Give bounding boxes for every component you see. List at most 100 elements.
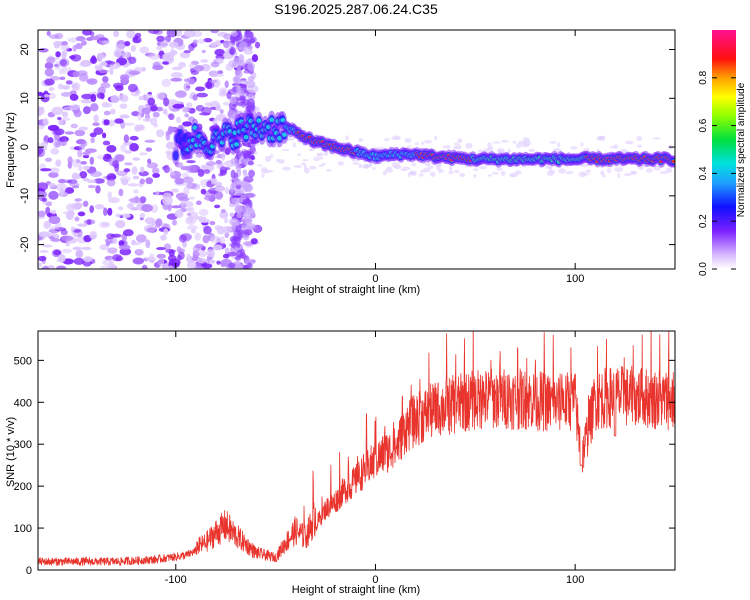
spectrogram-noise-blob (231, 236, 241, 246)
spectrogram-noise-blob (163, 164, 170, 174)
spectrogram-noise-blob (248, 169, 255, 178)
spectrogram-noise-blob (411, 162, 416, 167)
spectrogram-noise-blob (231, 197, 241, 206)
spectrogram-noise-blob (141, 204, 153, 213)
spectrogram-noise-blob (134, 248, 144, 256)
spectrogram-noise-blob (181, 106, 189, 113)
spectrogram-noise-blob (168, 258, 181, 267)
spectrogram-noise-blob (323, 151, 329, 157)
spectrogram-noise-blob (232, 180, 243, 186)
spectrogram-noise-blob (144, 139, 156, 143)
snr-chart: -100 0 100 0 100 200 300 400 500 Height of strai… (5, 330, 676, 596)
spectrogram-noise-blob (82, 154, 90, 159)
spectrogram-noise-blob (40, 168, 52, 172)
spectrogram-noise-blob (126, 202, 135, 210)
spectrogram-noise-blob (254, 41, 261, 49)
spectrogram-noise-blob (235, 204, 244, 215)
spectrogram-noise-blob (390, 137, 400, 140)
spectrogram-noise-blob (170, 77, 183, 82)
spectrogram-noise-blob (208, 259, 216, 264)
spectrogram-noise-blob (216, 260, 221, 265)
spectrogram-noise-blob (313, 156, 320, 162)
spectrogram-noise-blob (38, 91, 44, 97)
spectrogram-noise-blob (565, 171, 574, 175)
spectrogram-noise-blob (501, 139, 509, 143)
spectrogram-noise-blob (39, 191, 48, 198)
spectrogram-noise-blob (86, 219, 92, 225)
spectrogram-noise-blob (55, 51, 61, 58)
spectrogram-noise-blob (70, 123, 79, 129)
spectrogram-noise-blob (138, 96, 145, 101)
spectrogram-noise-blob (194, 232, 202, 241)
spectrogram-noise-blob (210, 235, 221, 244)
spectrogram-noise-blob (135, 234, 147, 243)
spectrogram-noise-blob (549, 141, 557, 144)
spectrogram-noise-blob (182, 121, 193, 127)
spectrogram-noise-blob (129, 135, 139, 141)
spectrogram-noise-blob (206, 248, 216, 258)
spectrogram-noise-blob (265, 155, 274, 159)
spectrogram-noise-blob (617, 173, 621, 179)
spectrogram-noise-blob (89, 56, 98, 64)
spectrogram-y-tick-label: 10 (19, 92, 31, 104)
spectrogram-noise-blob (442, 145, 452, 149)
spectrogram-noise-blob (240, 194, 247, 200)
spectrogram-noise-blob (230, 157, 239, 165)
spectrogram-noise-blob (188, 78, 196, 85)
spectrogram-noise-blob (192, 94, 198, 101)
spectrogram-noise-blob (183, 50, 192, 54)
spectrogram-noise-blob (103, 119, 110, 126)
spectrogram-noise-blob (115, 220, 126, 229)
spectrogram-noise-blob (180, 200, 187, 205)
spectrogram-noise-blob (67, 156, 73, 165)
spectrogram-noise-blob (122, 213, 131, 218)
spectrogram-noise-blob (49, 34, 60, 40)
spectrogram-noise-blob (210, 178, 216, 185)
spectrogram-noise-blob (233, 58, 243, 65)
spectrogram-noise-blob (48, 171, 59, 178)
spectrogram-noise-blob (214, 181, 223, 187)
spectrogram-noise-blob (132, 157, 141, 161)
colorbar-label: Normalized spectral amplitude (736, 82, 747, 217)
spectrogram-noise-blob (580, 142, 584, 147)
spectrogram-noise-blob (233, 189, 244, 196)
spectrogram-noise-blob (172, 219, 178, 226)
spectrogram-noise-blob (261, 167, 268, 171)
spectrogram-frame (37, 29, 676, 270)
spectrogram-noise-blob (78, 126, 88, 131)
spectrogram-noise-blob (186, 261, 197, 269)
spectrogram-noise-blob (57, 253, 66, 263)
spectrogram-noise-blob (242, 265, 249, 269)
spectrogram-x-tick-label: -100 (165, 273, 187, 285)
spectrogram-noise-blob (51, 106, 64, 116)
spectrogram-noise-blob (120, 144, 127, 153)
spectrogram-noise-blob (61, 248, 72, 254)
spectrogram-noise-blob (38, 106, 45, 116)
spectrogram-noise-blob (80, 99, 93, 104)
spectrogram-noise-blob (69, 55, 76, 60)
spectrogram-noise-blob (174, 209, 184, 218)
spectrogram-noise-blob (218, 87, 228, 94)
spectrogram-noise-blob (224, 247, 230, 253)
spectrogram-noise-blob (82, 165, 90, 171)
spectrogram-noise-blob (38, 262, 43, 268)
spectrogram-noise-blob (110, 94, 120, 104)
spectrogram-noise-blob (601, 174, 606, 178)
spectrogram-noise-blob (141, 107, 152, 115)
spectrogram-noise-blob (99, 221, 110, 229)
spectrogram-noise-blob (212, 244, 223, 251)
snr-x-label: Height of straight line (km) (292, 584, 420, 596)
snr-frame (37, 330, 676, 571)
spectrogram-noise-blob (245, 218, 253, 225)
spectrogram-noise-blob (261, 173, 265, 178)
spectrogram-noise-blob (113, 49, 123, 58)
spectrogram-noise-blob (132, 175, 140, 180)
spectrogram-noise-blob (245, 102, 256, 111)
spectrogram-noise-blob (210, 61, 220, 68)
spectrogram-noise-blob (69, 93, 79, 101)
spectrogram-noise-blob (112, 254, 122, 262)
spectrogram-noise-blob (96, 92, 105, 99)
spectrogram-noise-blob (473, 174, 477, 178)
spectrogram-noise-blob (130, 45, 136, 52)
